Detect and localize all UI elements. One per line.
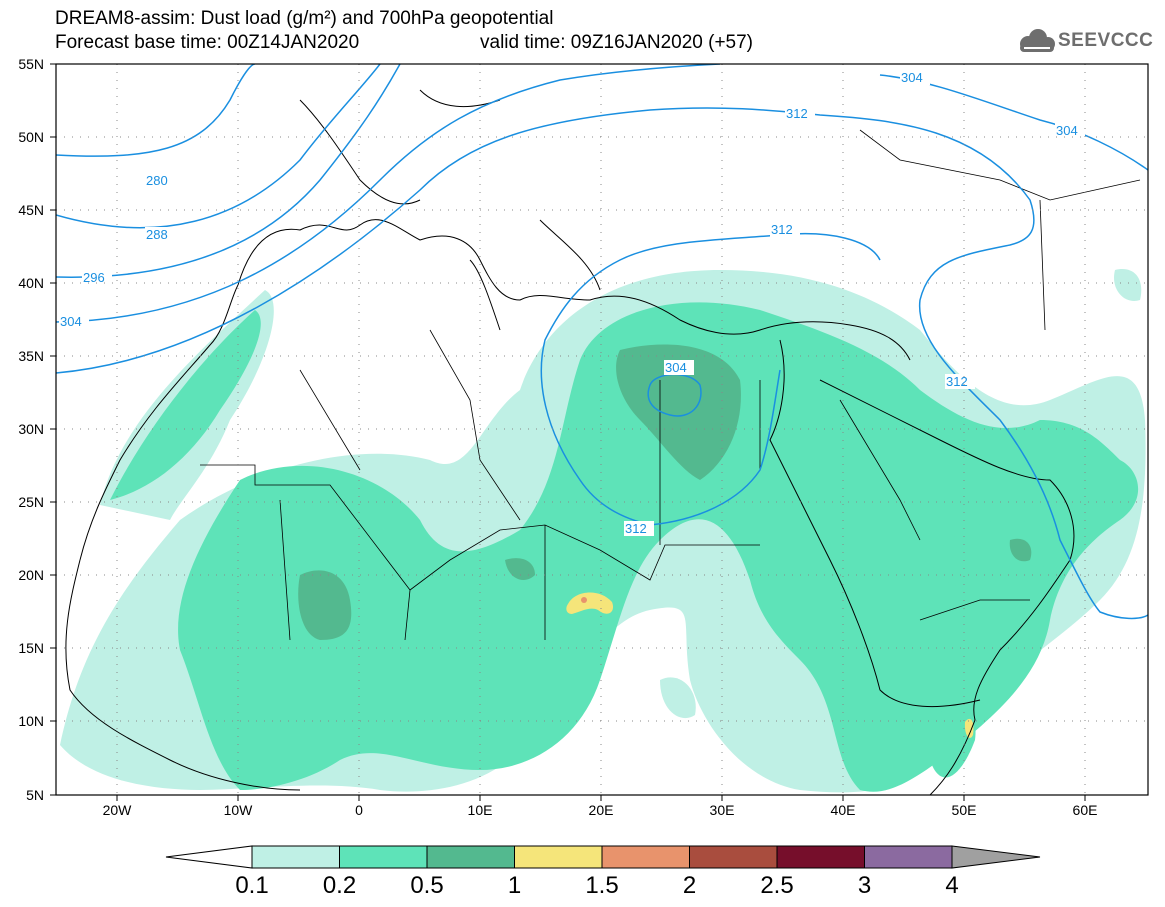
isoline-label-312: 312 (771, 222, 793, 237)
lat-label: 40N (18, 275, 44, 291)
isoline-label-304: 304 (1056, 123, 1078, 138)
isoline-label-304: 304 (901, 70, 923, 85)
colorbar-label: 4 (945, 872, 958, 899)
lat-label: 50N (18, 129, 44, 145)
lat-label: 5N (26, 787, 44, 803)
colorbar-label: 0.5 (410, 872, 443, 899)
lat-label: 20N (18, 567, 44, 583)
colorbar-label: 1 (508, 872, 521, 899)
latitude-labels: 55N 50N 45N 40N 35N 30N 25N 20N 15N 10N … (18, 56, 44, 803)
lon-label: 60E (1073, 802, 1098, 818)
colorbar-bin (339, 845, 428, 869)
lon-label: 50E (952, 802, 977, 818)
colorbar-bin (514, 845, 603, 869)
geopotential-isolines (56, 64, 1148, 620)
colorbar-bin (601, 845, 690, 869)
lon-label: 10W (224, 802, 254, 818)
lat-label: 30N (18, 421, 44, 437)
dust-field-mid (110, 302, 1139, 792)
isoline-label-312: 312 (786, 106, 808, 121)
colorbar-bin (251, 845, 340, 869)
colorbar-under-triangle (165, 845, 253, 869)
lon-label: 20W (103, 802, 133, 818)
isoline-label-304: 304 (665, 360, 687, 375)
lat-label: 25N (18, 494, 44, 510)
isoline-labels: 280 288 296 304 312 312 312 312 304 304 … (59, 70, 1085, 536)
colorbar-bin (864, 845, 953, 869)
lat-label: 15N (18, 640, 44, 656)
lon-label: 30E (710, 802, 735, 818)
lon-label: 0 (355, 802, 363, 818)
isoline-label-288: 288 (146, 227, 168, 242)
forecast-base-time: Forecast base time: 00Z14JAN2020 (55, 32, 360, 53)
colorbar-label: 2.5 (760, 872, 793, 899)
lat-label: 10N (18, 713, 44, 729)
lat-label: 55N (18, 56, 44, 72)
lon-label: 40E (831, 802, 856, 818)
lon-label: 10E (468, 802, 493, 818)
axis-ticks (50, 63, 1086, 801)
colorbar-label: 2 (683, 872, 696, 899)
colorbar-label: 1.5 (585, 872, 618, 899)
isoline-label-296: 296 (83, 270, 105, 285)
isoline-label-312: 312 (946, 374, 968, 389)
lat-label: 35N (18, 348, 44, 364)
dust-field-high (298, 344, 1032, 640)
longitude-labels: 20W 10W 0 10E 20E 30E 40E 50E 60E (103, 802, 1098, 818)
colorbar-bin (776, 845, 865, 869)
seevccc-logo (1020, 29, 1055, 52)
lon-label: 20E (589, 802, 614, 818)
colorbar-label: 3 (858, 872, 871, 899)
logo-text: SEEVCCC (1058, 30, 1154, 51)
colorbar: 0.1 0.2 0.5 1 1.5 2 2.5 3 4 (165, 845, 1041, 899)
colorbar-bin (426, 845, 515, 869)
valid-time: valid time: 09Z16JAN2020 (+57) (480, 32, 754, 53)
colorbar-over-triangle (951, 845, 1041, 869)
map-title: DREAM8-assim: Dust load (g/m²) and 700hP… (55, 8, 554, 29)
cloud-icon (1020, 29, 1055, 52)
country-borders (200, 129, 1141, 641)
colorbar-label: 0.2 (323, 872, 356, 899)
isoline-label-312: 312 (625, 521, 647, 536)
isoline-label-304: 304 (60, 314, 82, 329)
colorbar-bin (689, 845, 778, 869)
coastlines (65, 89, 1075, 795)
lat-label: 45N (18, 202, 44, 218)
colorbar-label: 0.1 (235, 872, 268, 899)
isoline-label-280: 280 (146, 173, 168, 188)
